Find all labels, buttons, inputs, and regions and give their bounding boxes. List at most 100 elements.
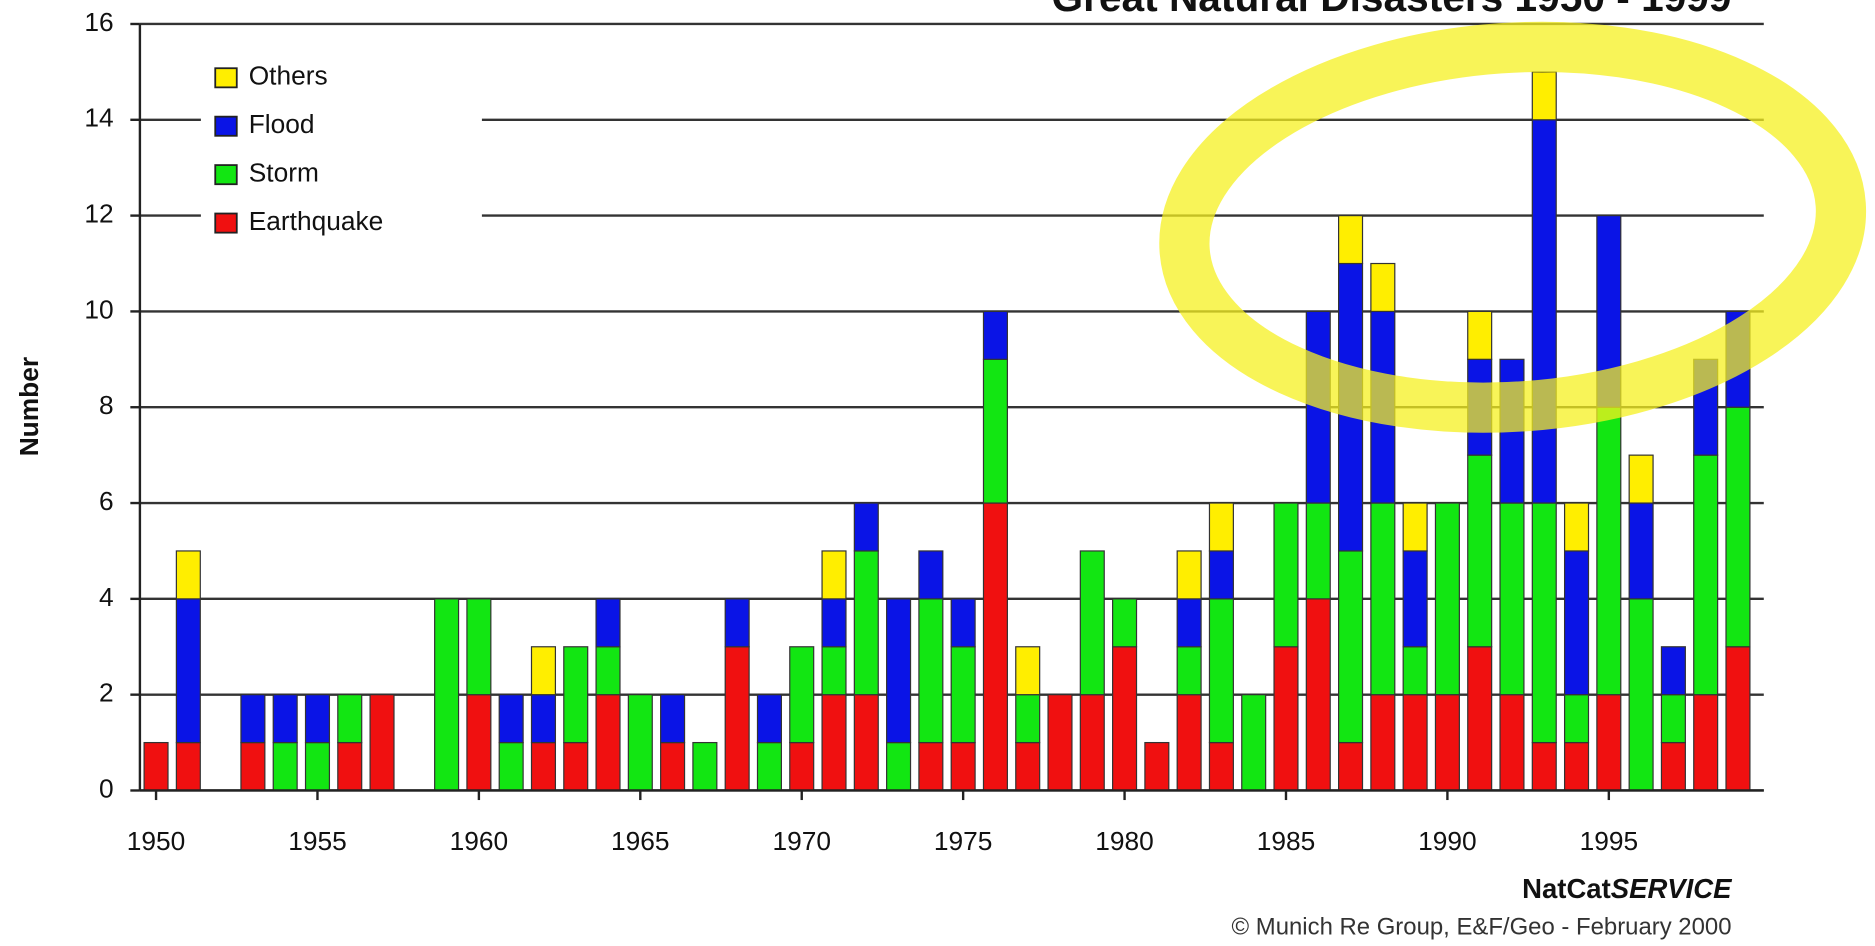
bar-segment: [175, 550, 201, 600]
bar-segment: [950, 741, 976, 792]
bar-segment: [918, 550, 944, 600]
legend-label: Flood: [249, 109, 315, 139]
x-tick-label: 1985: [1257, 826, 1316, 856]
bar-segment: [724, 598, 750, 648]
bar-segment: [982, 310, 1008, 360]
bar-segment: [1305, 598, 1331, 792]
bar-segment: [1693, 694, 1719, 792]
bar-segment: [1176, 598, 1202, 648]
x-tick-label: 1970: [772, 826, 831, 856]
y-tick-label: 4: [99, 582, 114, 612]
bar-segment: [821, 598, 847, 648]
bar-segment: [1628, 502, 1654, 600]
bar-segment: [240, 694, 266, 744]
bar-segment: [982, 502, 1008, 792]
bar-segment: [143, 741, 169, 792]
bar-segment: [595, 598, 621, 648]
bar-segment: [1660, 741, 1686, 792]
y-tick-label: 6: [99, 486, 114, 516]
bar-segment: [1402, 550, 1428, 648]
bar-segment: [1693, 454, 1719, 696]
bar-segment: [1531, 71, 1557, 121]
legend-label: Storm: [249, 158, 319, 188]
bar-segment: [789, 741, 815, 792]
x-tick-label: 1990: [1418, 826, 1477, 856]
bar-segment: [1338, 741, 1364, 792]
bar-segment: [304, 741, 331, 792]
bar-segment: [821, 694, 847, 792]
bar-segment: [1015, 694, 1041, 744]
bar-segment: [175, 741, 201, 792]
source-name: NatCat: [1522, 873, 1611, 904]
bar-segment: [1467, 646, 1493, 792]
bar-segment: [498, 741, 524, 792]
source: NatCatSERVICE: [1522, 873, 1733, 904]
bar-segment: [1660, 646, 1686, 696]
source-emphasis: SERVICE: [1611, 873, 1733, 904]
bar-segment: [1499, 694, 1525, 792]
bar-segment: [1176, 646, 1202, 696]
bar-segment: [1402, 646, 1428, 696]
bar-segment: [1015, 646, 1041, 696]
bar-segment: [304, 694, 331, 744]
bar-segment: [1370, 262, 1396, 313]
bar-segment: [724, 646, 750, 792]
bar-segment: [563, 741, 589, 792]
bar-segment: [466, 694, 492, 792]
legend-swatch: [214, 67, 238, 89]
bar-segment: [1208, 598, 1234, 744]
x-tick-label: 1980: [1095, 826, 1154, 856]
bar-segment: [1402, 502, 1428, 552]
bar-segment: [886, 741, 912, 792]
bar-segment: [1273, 646, 1299, 792]
bar-segment: [1499, 502, 1525, 696]
bar-segment: [1725, 646, 1751, 792]
bar-segment: [1208, 502, 1234, 552]
bar-segment: [1725, 406, 1751, 648]
bar-segment: [660, 741, 686, 792]
bar-segment: [1563, 550, 1590, 696]
legend-background: [200, 47, 482, 256]
bar-segment: [1531, 119, 1557, 504]
bar-segment: [369, 694, 395, 792]
bar-segment: [1563, 502, 1590, 552]
bar-segment: [240, 741, 266, 792]
bar-segment: [1596, 694, 1622, 792]
bar-segment: [1112, 646, 1138, 792]
bar-segment: [1015, 741, 1041, 792]
x-tick-label: 1955: [288, 826, 347, 856]
legend-swatch: [214, 115, 238, 137]
bar-segment: [595, 694, 621, 792]
bar-segment: [1467, 310, 1493, 360]
bar-segment: [1434, 502, 1460, 696]
chart-title: Great Natural Disasters 1950 - 1999: [1052, 0, 1732, 20]
bar-segment: [595, 646, 621, 696]
bar-segment: [853, 502, 879, 552]
bar-segment: [1531, 502, 1557, 744]
bar-segment: [1628, 454, 1654, 504]
y-tick-label: 14: [84, 103, 113, 133]
legend-swatch: [214, 164, 238, 186]
y-tick-label: 2: [99, 678, 114, 708]
bar-segment: [1660, 694, 1686, 744]
bar-segment: [434, 598, 460, 792]
x-tick-label: 1965: [611, 826, 670, 856]
y-tick-label: 10: [84, 294, 113, 324]
bar-segment: [950, 646, 976, 744]
bar-segment: [853, 694, 879, 792]
bar-segment: [1176, 694, 1202, 792]
highlight-annotation: [1159, 21, 1867, 433]
bar-segment: [1079, 694, 1105, 792]
legend-swatch: [214, 212, 238, 234]
bar-segment: [1241, 694, 1267, 792]
bar-segment: [1047, 694, 1073, 792]
bar-segment: [692, 741, 718, 792]
bar-segment: [756, 694, 783, 744]
bar-segment: [1305, 502, 1331, 600]
bar-segment: [1208, 741, 1234, 792]
bar-segment: [466, 598, 492, 696]
bar-segment: [1176, 550, 1202, 600]
bar-segment: [1338, 550, 1364, 744]
legend: Others Flood Storm Earthquake: [200, 47, 482, 256]
bar-segment: [821, 646, 847, 696]
